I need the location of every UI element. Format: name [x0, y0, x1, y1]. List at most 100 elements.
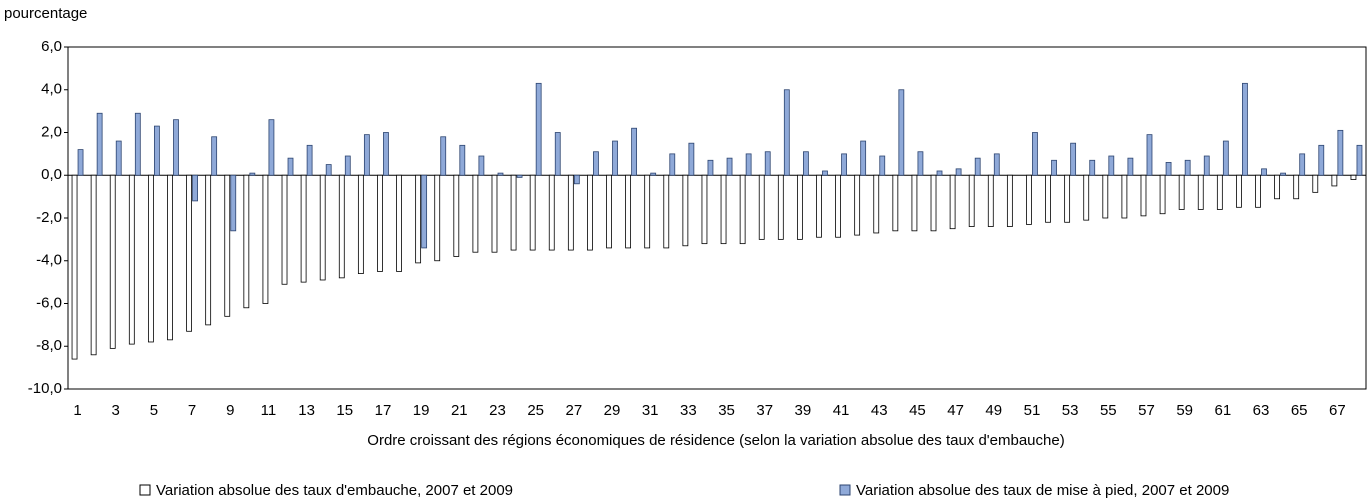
bar [1108, 155, 1115, 176]
bar [548, 174, 555, 251]
x-tick-label: 9 [226, 402, 234, 419]
x-tick-label: 45 [909, 402, 926, 419]
x-tick-label: 19 [413, 402, 430, 419]
bar [644, 174, 651, 249]
y-tick-label: -8,0 [36, 337, 62, 354]
bar [230, 174, 237, 232]
bar [306, 144, 313, 176]
bar [243, 174, 250, 309]
bar [167, 174, 173, 341]
bar [357, 174, 364, 274]
y-tick-label: 4,0 [41, 81, 62, 98]
bar [1236, 174, 1242, 208]
bar [1203, 155, 1210, 176]
bar [510, 174, 517, 251]
bar [587, 174, 593, 251]
bar [134, 112, 141, 176]
bar [930, 174, 937, 232]
bar [758, 174, 765, 240]
bar [211, 136, 218, 176]
bar [707, 159, 714, 176]
legend-swatch [139, 484, 151, 496]
y-tick-label: 2,0 [41, 123, 62, 140]
x-tick-label: 51 [1024, 402, 1041, 419]
y-axis-title: pourcentage [4, 5, 87, 22]
bar [1089, 159, 1096, 176]
bar [491, 174, 498, 253]
bar [1318, 144, 1325, 176]
bar [783, 89, 790, 176]
bar [249, 172, 256, 176]
bar [682, 174, 689, 247]
x-tick-label: 65 [1291, 402, 1308, 419]
x-tick-label: 13 [298, 402, 315, 419]
bar [955, 168, 962, 176]
bar [1032, 132, 1038, 176]
x-tick-label: 43 [871, 402, 888, 419]
y-tick-label: -4,0 [36, 252, 62, 269]
bar [612, 140, 618, 176]
x-tick-label: 39 [795, 402, 812, 419]
bar [1293, 174, 1300, 200]
x-tick-label: 55 [1100, 402, 1117, 419]
bar [529, 174, 536, 251]
bar [816, 174, 822, 238]
bar [268, 119, 275, 176]
bar [478, 155, 485, 176]
bar [1197, 174, 1204, 210]
bar [287, 157, 294, 176]
bar [949, 174, 956, 230]
x-tick-label: 27 [565, 402, 582, 419]
bar [1070, 142, 1077, 176]
bar [1312, 174, 1319, 193]
bar [1146, 134, 1153, 176]
bar [396, 174, 402, 272]
bar [573, 174, 580, 185]
x-axis-title: Ordre croissant des régions économiques … [367, 432, 1064, 449]
x-tick-label: 25 [527, 402, 544, 419]
bar [1255, 174, 1261, 208]
bar [186, 174, 192, 332]
x-tick-label: 59 [1176, 402, 1193, 419]
x-tick-label: 31 [642, 402, 659, 419]
bar [1178, 174, 1185, 210]
bar [1159, 174, 1166, 215]
bar [1280, 172, 1287, 176]
bar [1064, 174, 1071, 223]
bar [262, 174, 269, 304]
x-tick-label: 41 [833, 402, 850, 419]
bar [873, 174, 880, 234]
bar [1051, 159, 1057, 176]
bar [1165, 162, 1172, 176]
x-tick-label: 5 [150, 402, 158, 419]
bar [974, 157, 981, 176]
bar [96, 112, 103, 176]
legend-label: Variation absolue des taux de mise à pie… [856, 482, 1229, 499]
bar [764, 151, 771, 176]
bar [936, 170, 943, 176]
bar [860, 140, 867, 176]
bar [440, 136, 447, 176]
bar [535, 82, 542, 176]
bar [147, 174, 154, 343]
bar [822, 170, 828, 176]
bar [497, 172, 504, 176]
x-tick-label: 7 [188, 402, 196, 419]
bar [701, 174, 708, 245]
bar [796, 174, 803, 240]
bar [802, 151, 809, 176]
x-tick-label: 61 [1214, 402, 1231, 419]
bar [338, 174, 345, 279]
y-tick-label: -6,0 [36, 294, 62, 311]
bar [669, 153, 676, 176]
y-tick-label: -2,0 [36, 209, 62, 226]
bar [344, 155, 351, 176]
bar [1299, 153, 1306, 176]
bar [726, 157, 733, 176]
bar [109, 174, 116, 349]
bar [1331, 174, 1338, 187]
bar [363, 134, 370, 176]
bar [917, 151, 924, 176]
bar [1121, 174, 1128, 219]
